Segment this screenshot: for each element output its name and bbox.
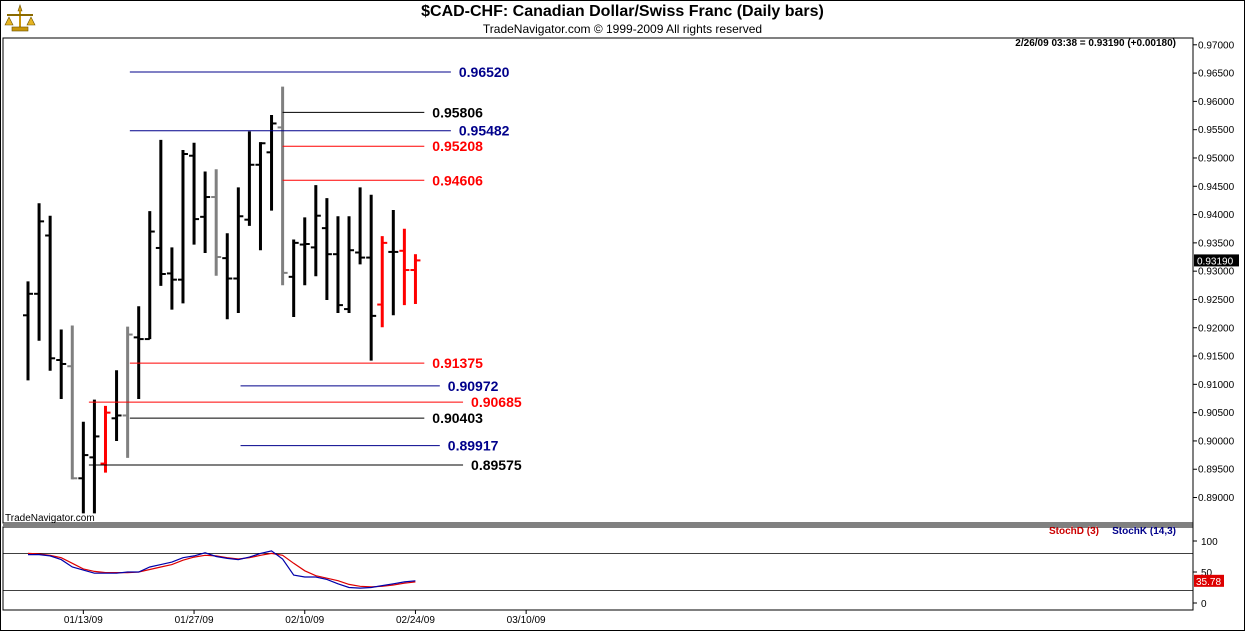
price-bars: [23, 86, 421, 514]
price-bar: [56, 329, 67, 400]
price-bar: [45, 215, 56, 371]
chart-subtitle: TradeNavigator.com © 1999-2009 All right…: [482, 22, 763, 36]
price-bar: [388, 210, 399, 316]
price-tick-label: 0.94000: [1198, 210, 1235, 221]
stoch-k-label: StochK (14,3): [1112, 526, 1176, 537]
price-bar: [321, 198, 332, 301]
price-bar: [222, 233, 233, 320]
price-bar: [366, 194, 377, 361]
price-bar: [255, 142, 266, 251]
price-bar: [200, 171, 211, 254]
scale-logo-icon: [4, 4, 36, 32]
price-panel: [2, 37, 1194, 526]
price-bar: [377, 236, 388, 328]
watermark-text: TradeNavigator.com: [5, 513, 95, 524]
price-tick-label: 0.92000: [1198, 323, 1235, 334]
price-bar: [332, 216, 343, 314]
price-tick-label: 0.91000: [1198, 380, 1235, 391]
last-quote-text: 2/26/09 03:38 = 0.93190 (+0.00180): [1015, 38, 1176, 49]
date-tick-label: 01/27/09: [175, 615, 214, 626]
price-bar: [355, 187, 366, 265]
stochastic-tick-label: 100: [1201, 537, 1218, 548]
date-tick-label: 02/10/09: [285, 615, 324, 626]
level-label: 0.90403: [432, 410, 483, 426]
chart-title: $CAD-CHF: Canadian Dollar/Swiss Franc (D…: [421, 3, 824, 20]
price-bar: [89, 399, 100, 514]
level-label: 0.94606: [432, 172, 483, 188]
price-tick-label: 0.93500: [1198, 238, 1235, 249]
price-bar: [310, 185, 321, 277]
price-tick-label: 0.97000: [1198, 40, 1235, 51]
price-bar: [67, 325, 78, 480]
level-label: 0.96520: [459, 64, 510, 80]
stochastic-tick-label: 0: [1201, 599, 1207, 610]
price-bar: [344, 216, 355, 314]
price-tick-label: 0.95500: [1198, 125, 1235, 136]
price-bar: [100, 405, 111, 473]
level-label: 0.95806: [432, 104, 483, 120]
price-bar: [410, 254, 421, 304]
price-bar: [299, 217, 310, 286]
price-bar: [155, 139, 166, 286]
price-bar: [34, 203, 45, 341]
stoch-d-line: [27, 552, 416, 588]
level-label: 0.89917: [448, 438, 499, 454]
price-bar: [211, 169, 222, 276]
price-tick-label: 0.90500: [1198, 408, 1235, 419]
price-tick-label: 0.95000: [1198, 153, 1235, 164]
price-bar: [177, 150, 188, 304]
price-bar: [189, 142, 200, 245]
date-tick-label: 02/24/09: [396, 615, 435, 626]
price-panel-border: [2, 37, 1194, 524]
price-bar: [233, 187, 244, 314]
date-tick-label: 01/13/09: [64, 615, 103, 626]
price-bar: [23, 281, 33, 381]
stochastic-panel: 100 50 0 35.78: [2, 526, 1224, 611]
date-axis: 01/13/09 01/27/09 02/10/09 02/24/09 03/10/09: [3, 609, 1193, 626]
price-bar: [133, 306, 144, 400]
level-label: 0.90685: [471, 394, 522, 410]
stochastic-tick-label: 50: [1201, 568, 1213, 579]
level-label: 0.91375: [432, 355, 483, 371]
price-bar: [277, 86, 288, 286]
price-axis: 0.97000 0.96500 0.96000 0.95500 0.95000 0.945…: [1192, 38, 1239, 610]
price-bar: [78, 421, 89, 514]
level-label: 0.89575: [471, 457, 522, 473]
price-tick-label: 0.89000: [1198, 493, 1235, 504]
last-price-box: [1194, 254, 1239, 267]
price-bar: [244, 131, 255, 226]
price-bar: [288, 239, 299, 318]
price-bar: [111, 370, 122, 441]
price-tick-label: 0.91500: [1198, 352, 1235, 363]
stoch-k-line: [28, 550, 416, 589]
level-label: 0.95482: [459, 123, 510, 139]
date-tick-label: 03/10/09: [507, 615, 546, 626]
price-bar: [399, 228, 410, 306]
stochastic-last-box: [1194, 574, 1224, 587]
stochastic-panel-border: [2, 526, 1194, 611]
last-price-label: 0.93190: [1197, 256, 1234, 267]
stoch-d-label: StochD (3): [1049, 526, 1099, 537]
price-bar: [166, 247, 177, 310]
price-tick-label: 0.92500: [1198, 295, 1235, 306]
price-tick-label: 0.89500: [1198, 465, 1235, 476]
price-tick-label: 0.93000: [1198, 267, 1235, 278]
stochastic-last-label: 35.78: [1196, 577, 1221, 588]
level-label: 0.95208: [432, 138, 483, 154]
price-tick-label: 0.94500: [1198, 182, 1235, 193]
chart-header: $CAD-CHF: Canadian Dollar/Swiss Franc (D…: [0, 0, 1245, 38]
price-bar: [122, 326, 133, 458]
price-tick-label: 0.96000: [1198, 97, 1235, 108]
level-label: 0.90972: [448, 378, 499, 394]
price-bar: [144, 211, 155, 341]
price-tick-label: 0.90000: [1198, 436, 1235, 447]
price-tick-label: 0.96500: [1198, 69, 1235, 80]
